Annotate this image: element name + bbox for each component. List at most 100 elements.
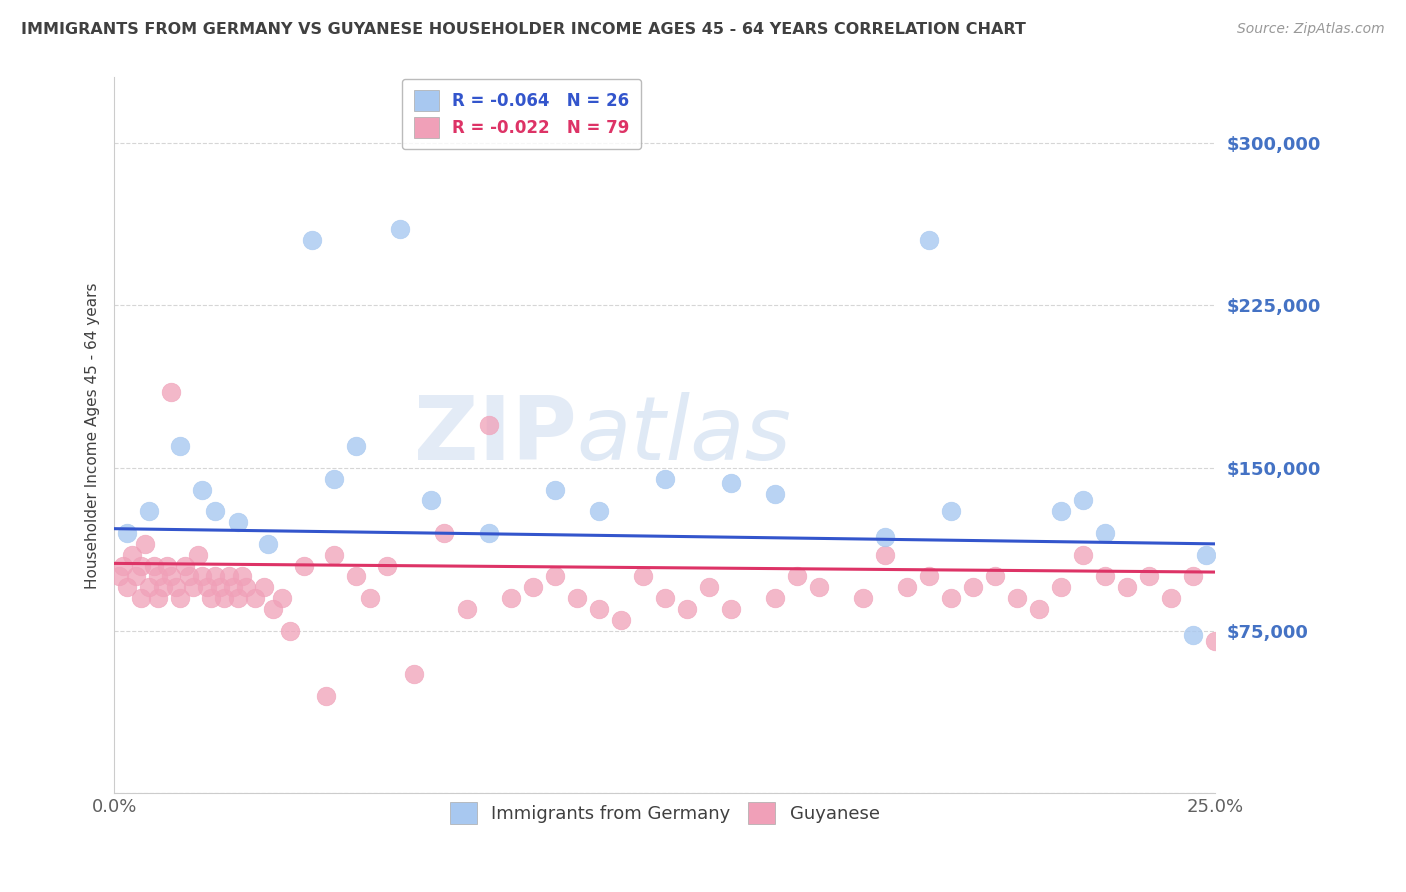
Point [270, 591, 292, 606]
Point [763, 591, 786, 606]
Point [138, 504, 160, 518]
Point [1071, 548, 1094, 562]
Point [235, 580, 257, 594]
Point [169, 591, 191, 606]
Point [204, 504, 226, 518]
Point [129, 591, 152, 606]
Point [1195, 548, 1218, 562]
Point [1028, 602, 1050, 616]
Text: IMMIGRANTS FROM GERMANY VS GUYANESE HOUSEHOLDER INCOME AGES 45 - 64 YEARS CORREL: IMMIGRANTS FROM GERMANY VS GUYANESE HOUS… [21, 22, 1026, 37]
Point [654, 472, 676, 486]
Point [375, 558, 398, 573]
Point [191, 569, 214, 583]
Point [262, 602, 284, 616]
Point [344, 439, 367, 453]
Point [477, 417, 499, 432]
Point [138, 580, 160, 594]
Point [675, 602, 697, 616]
Point [315, 689, 337, 703]
Point [1005, 591, 1028, 606]
Point [148, 569, 170, 583]
Point [257, 537, 280, 551]
Point [156, 558, 179, 573]
Point [522, 580, 544, 594]
Point [142, 558, 165, 573]
Point [939, 591, 962, 606]
Point [125, 569, 148, 583]
Text: ZIP: ZIP [413, 392, 576, 479]
Point [1137, 569, 1160, 583]
Point [200, 591, 222, 606]
Point [720, 602, 742, 616]
Point [609, 613, 631, 627]
Point [1182, 628, 1205, 642]
Text: atlas: atlas [576, 392, 792, 478]
Point [177, 569, 200, 583]
Point [152, 580, 174, 594]
Point [873, 530, 896, 544]
Point [243, 591, 266, 606]
Point [389, 222, 412, 236]
Point [323, 472, 346, 486]
Point [359, 591, 381, 606]
Point [1116, 580, 1139, 594]
Legend: Immigrants from Germany, Guyanese: Immigrants from Germany, Guyanese [439, 790, 891, 834]
Point [121, 548, 143, 562]
Point [111, 558, 134, 573]
Point [191, 483, 214, 497]
Point [984, 569, 1007, 583]
Point [208, 580, 231, 594]
Point [301, 233, 323, 247]
Point [160, 569, 183, 583]
Point [1094, 569, 1116, 583]
Point [807, 580, 830, 594]
Point [344, 569, 367, 583]
Point [1071, 493, 1094, 508]
Point [280, 624, 302, 638]
Point [918, 233, 941, 247]
Point [1182, 569, 1205, 583]
Text: Source: ZipAtlas.com: Source: ZipAtlas.com [1237, 22, 1385, 37]
Point [222, 580, 245, 594]
Point [214, 591, 236, 606]
Point [697, 580, 720, 594]
Point [253, 580, 276, 594]
Point [129, 558, 152, 573]
Point [1160, 591, 1182, 606]
Point [402, 667, 425, 681]
Point [477, 526, 499, 541]
Point [543, 569, 565, 583]
Point [420, 493, 443, 508]
Point [292, 558, 315, 573]
Point [654, 591, 676, 606]
Point [183, 580, 205, 594]
Point [852, 591, 875, 606]
Point [1204, 634, 1226, 648]
Point [134, 537, 156, 551]
Point [588, 602, 610, 616]
Point [160, 384, 183, 399]
Point [226, 515, 249, 529]
Point [786, 569, 808, 583]
Point [763, 487, 786, 501]
Point [939, 504, 962, 518]
Point [165, 580, 187, 594]
Point [218, 569, 240, 583]
Point [433, 526, 456, 541]
Point [1094, 526, 1116, 541]
Point [588, 504, 610, 518]
Point [565, 591, 588, 606]
Y-axis label: Householder Income Ages 45 - 64 years: Householder Income Ages 45 - 64 years [86, 282, 100, 589]
Point [117, 526, 139, 541]
Point [918, 569, 941, 583]
Point [896, 580, 918, 594]
Point [873, 548, 896, 562]
Point [1050, 504, 1073, 518]
Point [543, 483, 565, 497]
Point [720, 476, 742, 491]
Point [631, 569, 654, 583]
Point [499, 591, 522, 606]
Point [204, 569, 226, 583]
Point [456, 602, 478, 616]
Point [117, 580, 139, 594]
